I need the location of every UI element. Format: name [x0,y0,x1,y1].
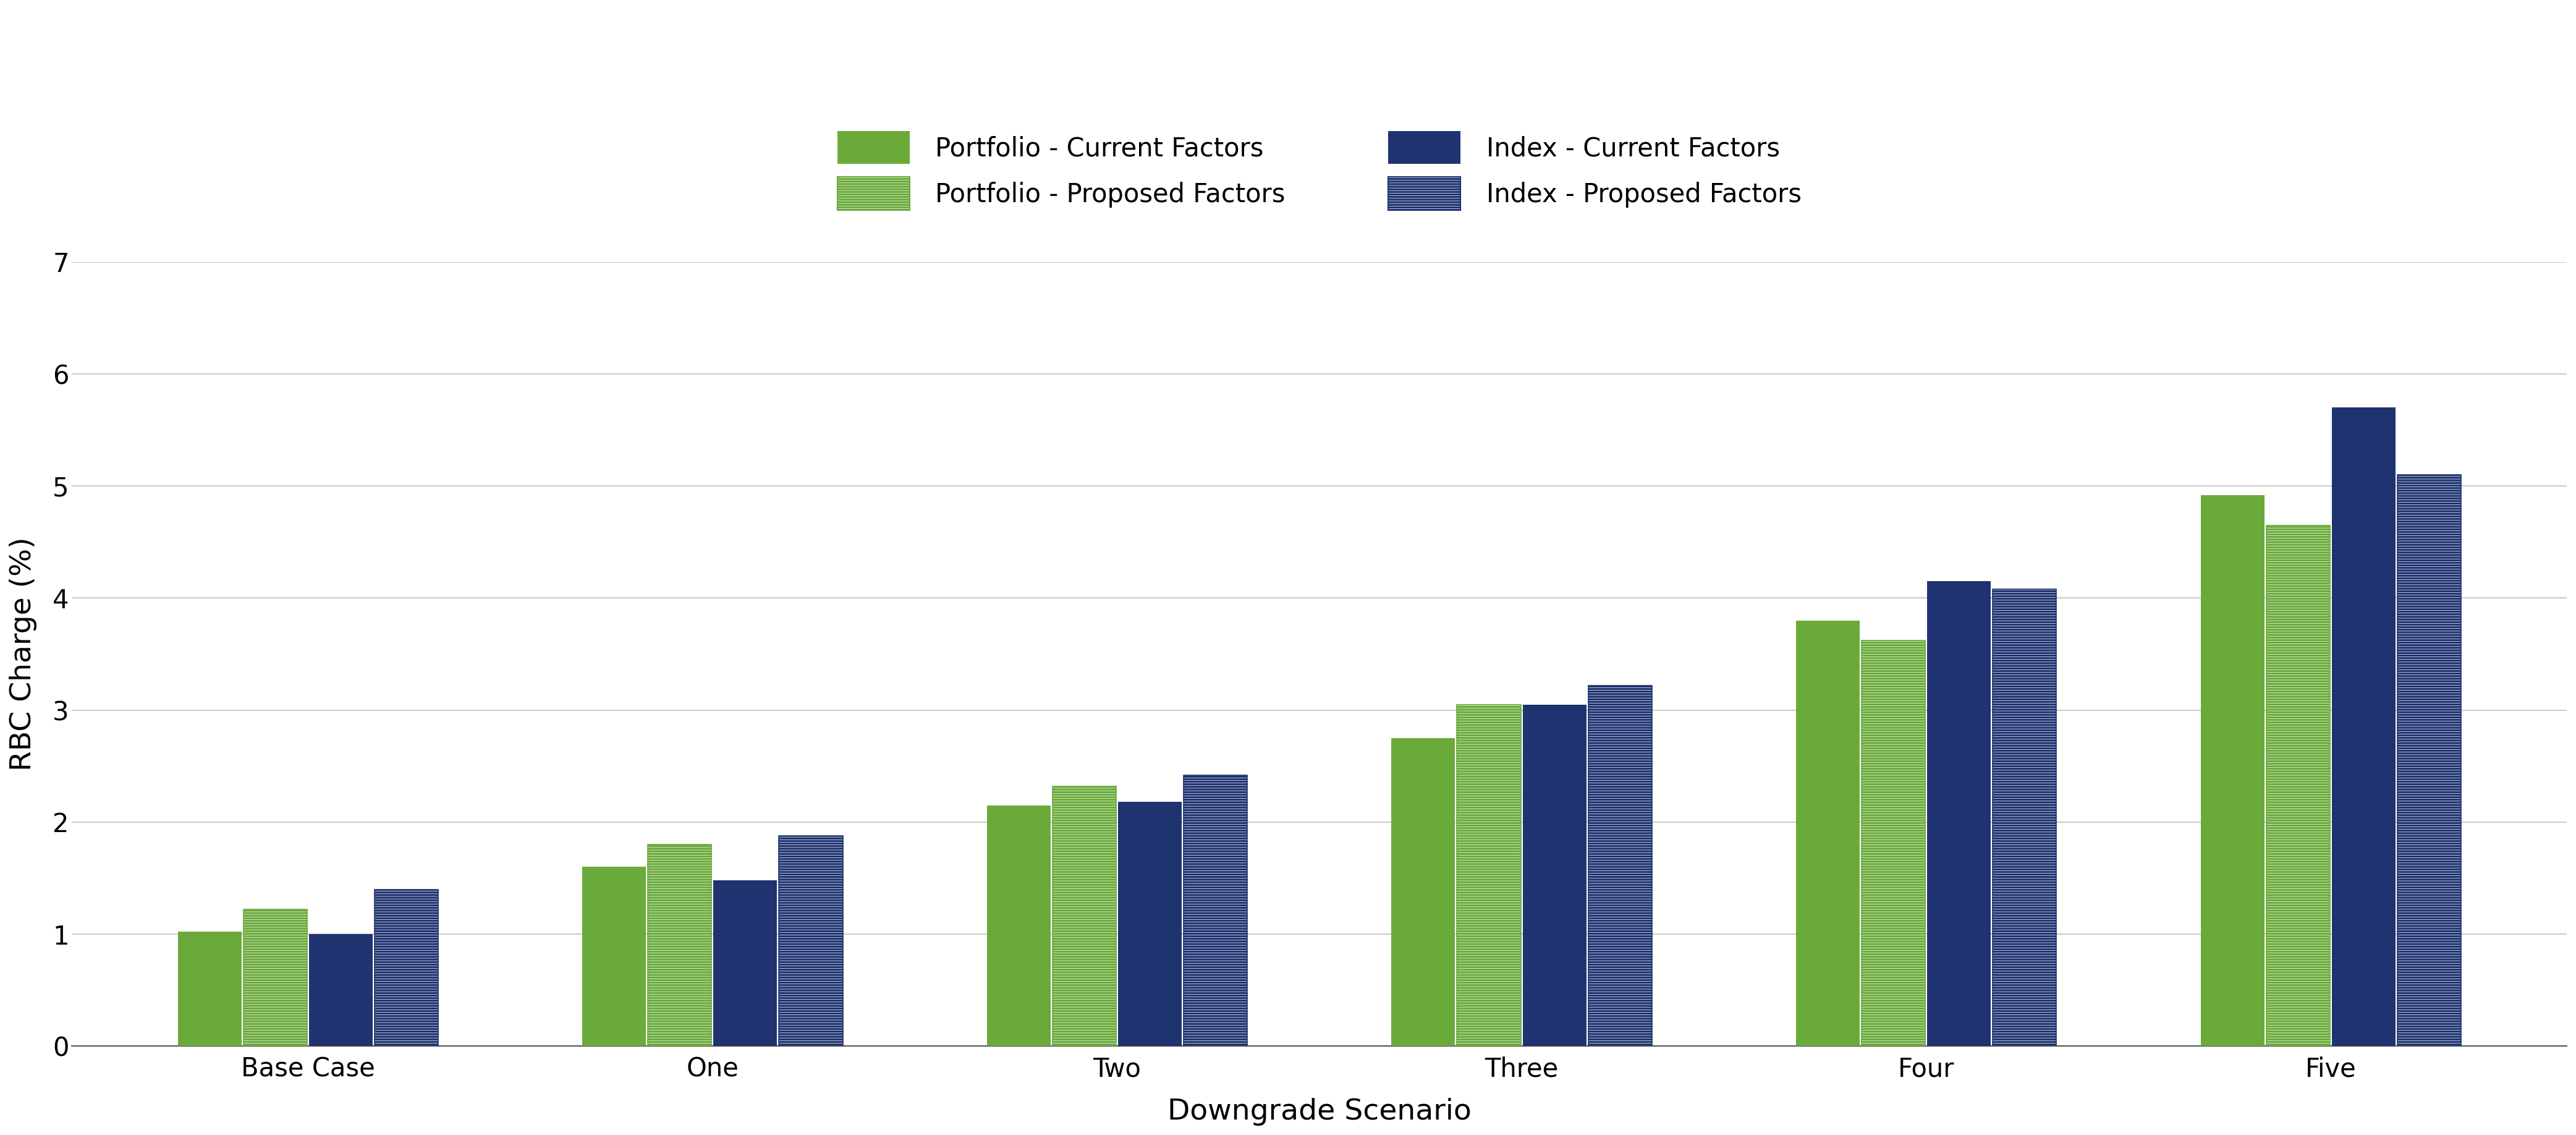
Bar [242,909,307,1046]
Bar [649,844,711,1046]
Y-axis label: RBC Charge (%): RBC Charge (%) [10,537,36,771]
Bar [582,867,647,1046]
Bar [1391,738,1455,1046]
Bar [1862,640,1924,1046]
Bar [2200,495,2264,1046]
Bar [374,890,438,1046]
Bar [1522,705,1587,1046]
Bar [309,934,374,1046]
Bar [1589,686,1651,1046]
Legend: Portfolio - Current Factors, Portfolio - Proposed Factors, Index - Current Facto: Portfolio - Current Factors, Portfolio -… [824,118,1814,222]
X-axis label: Downgrade Scenario: Downgrade Scenario [1167,1098,1471,1126]
Bar [2267,526,2329,1046]
Bar [1182,775,1247,1046]
Bar [1994,589,2056,1046]
Bar [1795,621,1860,1046]
Bar [178,932,242,1046]
Bar [1118,802,1182,1046]
Bar [987,806,1051,1046]
Bar [1054,787,1115,1046]
Bar [778,835,842,1046]
Bar [1458,705,1520,1046]
Bar [2331,407,2396,1046]
Bar [714,881,778,1046]
Bar [1927,581,1991,1046]
Bar [2398,474,2460,1046]
